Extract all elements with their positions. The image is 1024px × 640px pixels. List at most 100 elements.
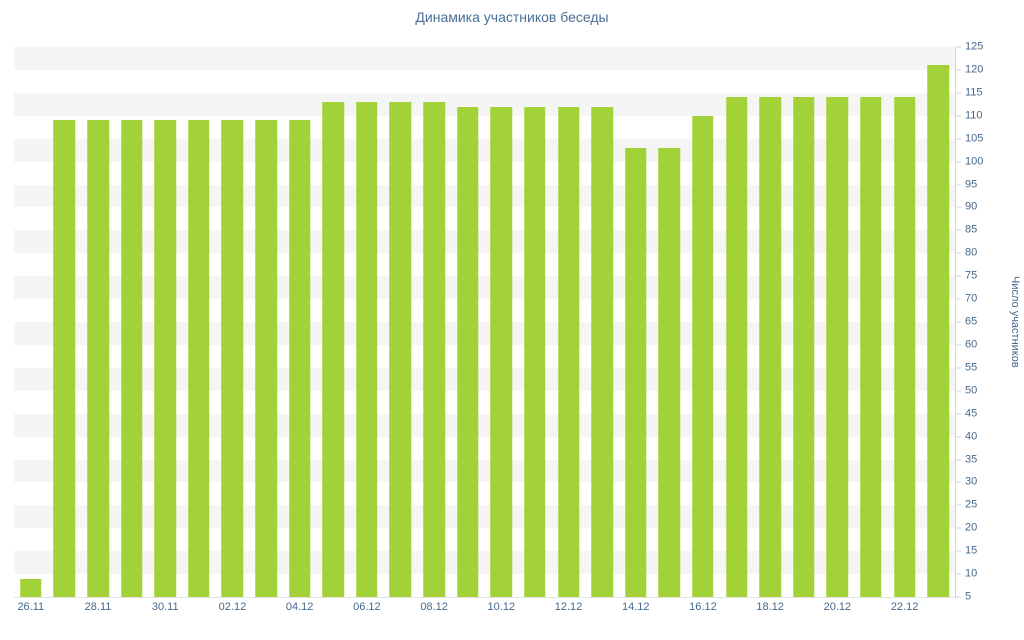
x-tick-label: 28.11: [84, 601, 112, 613]
y-tick-mark: [956, 459, 961, 460]
y-tick-mark: [956, 92, 961, 94]
grid-band: [14, 322, 955, 345]
bar-05.12: [322, 102, 345, 597]
bar-01.12: [188, 120, 210, 597]
y-tick-label: 115: [965, 86, 983, 99]
bar-12.12: [557, 106, 580, 597]
bar-08.12: [423, 102, 445, 597]
y-tick-label: 85: [965, 223, 978, 236]
x-tick-label: 10.12: [487, 601, 516, 613]
bar-13.12: [591, 106, 613, 597]
y-tick-mark: [956, 275, 961, 277]
y-tick-mark: [956, 206, 961, 208]
x-tick-label: 02.12: [218, 601, 247, 613]
bar-11.12: [524, 106, 546, 597]
bar-15.12: [658, 147, 681, 597]
y-tick-label: 95: [965, 178, 978, 190]
y-tick-label: 80: [965, 246, 978, 259]
y-tick-mark: [956, 46, 961, 48]
y-tick-mark: [956, 161, 961, 163]
bar-18.12: [759, 97, 781, 597]
bar-14.12: [624, 147, 647, 597]
grid-band: [14, 184, 955, 208]
y-tick-mark: [956, 390, 961, 392]
y-tick-label: 30: [965, 475, 978, 488]
y-tick-label: 20: [965, 521, 978, 534]
grid-band: [14, 276, 955, 300]
y-tick-mark: [956, 138, 961, 140]
bar-19.12: [793, 97, 815, 597]
bar-29.11: [120, 120, 143, 597]
bar-27.11: [53, 120, 76, 597]
y-tick-label: 90: [965, 200, 978, 213]
bar-20.12: [826, 97, 849, 597]
y-tick-mark: [956, 69, 961, 71]
bar-07.12: [389, 102, 412, 597]
y-tick-mark: [956, 481, 961, 483]
y-tick-mark: [956, 115, 961, 117]
grid-band: [14, 47, 955, 70]
bar-06.12: [356, 102, 378, 597]
grid-band: [14, 413, 955, 437]
x-tick-label: 20.12: [823, 601, 852, 613]
y-tick-label: 75: [965, 269, 978, 282]
y-tick-label: 100: [965, 155, 984, 168]
bar-10.12: [490, 106, 513, 597]
y-tick-label: 70: [965, 292, 978, 305]
grid-band: [14, 505, 955, 529]
x-axis-line: [14, 597, 956, 598]
bar-09.12: [456, 106, 479, 597]
y-tick-mark: [956, 344, 961, 346]
y-tick-mark: [956, 321, 961, 323]
y-tick-label: 65: [965, 315, 978, 328]
y-tick-mark: [956, 184, 961, 185]
grid-band: [14, 230, 955, 254]
y-tick-label: 50: [965, 384, 978, 397]
grid-band: [14, 70, 955, 93]
y-tick-label: 45: [965, 407, 978, 420]
y-tick-label: 105: [965, 132, 984, 145]
x-tick-label: 22.12: [890, 601, 919, 613]
y-tick-mark: [956, 550, 961, 552]
x-tick-label: 04.12: [285, 601, 314, 613]
y-tick-mark: [956, 573, 961, 575]
bar-26.11: [20, 578, 42, 597]
y-tick-label: 5: [965, 590, 972, 603]
bar-16.12: [692, 115, 714, 597]
bar-03.12: [255, 120, 277, 597]
y-tick-mark: [956, 596, 961, 598]
y-tick-mark: [956, 367, 961, 369]
y-axis-line: [955, 47, 956, 598]
x-tick-label: 16.12: [689, 601, 717, 613]
y-tick-mark: [956, 413, 961, 415]
y-tick-mark: [956, 298, 961, 300]
plot-area: [14, 47, 955, 597]
x-tick-label: 26.11: [17, 601, 45, 613]
chart-title: Динамика участников беседы: [415, 9, 609, 25]
y-tick-label: 60: [965, 338, 978, 351]
grid-band: [14, 138, 955, 162]
y-tick-label: 110: [965, 109, 983, 122]
x-tick-label: 08.12: [420, 601, 448, 613]
y-axis: 5 10 15 20 25 30 35 40 45 50 55 60 65 70 75 80 85 90 95 100…: [956, 41, 996, 602]
bar-21.12: [860, 97, 882, 597]
bar-22.12: [893, 97, 916, 597]
bar-04.12: [288, 120, 311, 597]
y-tick-label: 125: [965, 40, 984, 53]
y-axis-title: Число участников: [1009, 276, 1021, 368]
y-tick-label: 40: [965, 430, 978, 443]
grid-band: [14, 551, 955, 575]
y-tick-mark: [956, 229, 961, 231]
y-tick-label: 35: [965, 453, 978, 465]
grid-band: [14, 92, 955, 116]
x-tick-label: 30.11: [151, 601, 179, 613]
bar-28.11: [87, 120, 109, 597]
x-tick-label: 18.12: [756, 601, 784, 613]
bar-30.11: [154, 120, 176, 597]
grid-band: [14, 367, 955, 391]
y-tick-mark: [956, 504, 961, 506]
bar-17.12: [725, 97, 748, 597]
y-tick-label: 120: [965, 63, 984, 76]
y-tick-mark: [956, 436, 961, 438]
